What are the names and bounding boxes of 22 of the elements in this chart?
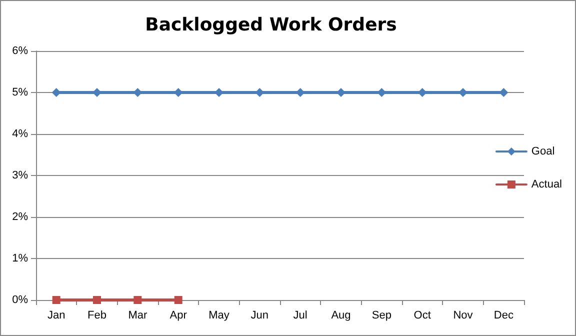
y-tick-label: 5% [12,86,28,98]
y-tick-label: 6% [12,45,28,57]
x-tick-label: Jan [47,310,66,322]
legend-label: Actual [531,178,562,190]
x-tick-label: Jun [250,310,269,322]
x-tick-label: Mar [128,310,148,322]
x-tick-label: Feb [88,310,106,322]
x-tick-label: Apr [170,310,188,322]
x-tick-label: May [208,310,230,322]
y-tick-label: 4% [12,128,28,140]
y-tick-label: 1% [12,252,28,264]
legend-label: Goal [531,146,555,158]
x-tick-label: Dec [494,310,514,322]
y-tick-label: 2% [12,211,28,223]
chart-title: Backlogged Work Orders [145,14,397,36]
x-tick-label: Sep [372,310,392,322]
y-tick-label: 0% [12,294,28,306]
x-tick-label: Oct [414,310,431,322]
y-tick-label: 3% [12,170,28,182]
x-tick-label: Jul [293,310,308,322]
x-tick-label: Aug [331,310,351,322]
x-tick-label: Nov [453,310,474,322]
